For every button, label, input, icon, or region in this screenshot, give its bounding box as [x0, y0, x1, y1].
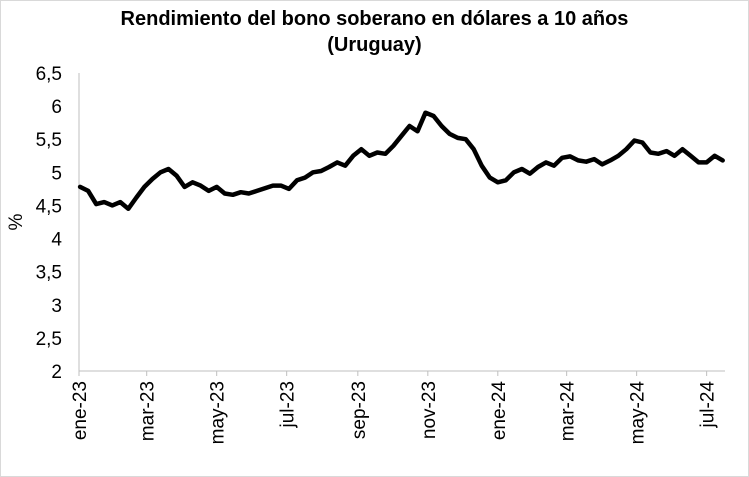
series-line	[77, 110, 725, 212]
y-tick-label: 6,5	[36, 64, 62, 85]
y-tick-label: 4	[51, 230, 62, 251]
x-tick-label: mar-23	[138, 381, 159, 441]
chart-title-line1: Rendimiento del bono soberano en dólares…	[120, 8, 629, 30]
x-tick-label: may-24	[628, 381, 649, 445]
y-tick-label: 2,5	[36, 329, 62, 350]
y-tick-label: 3	[51, 296, 62, 317]
x-tick-label: ene-24	[489, 381, 510, 441]
x-tick-label: jul-23	[278, 381, 299, 428]
x-axis: ene-23 mar-23 may-23 jul-23 sep-23 nov-23 ene-…	[70, 370, 725, 445]
x-tick-label: may-23	[208, 381, 229, 444]
chart-subtitle: (Uruguay)	[327, 34, 422, 56]
y-tick-label: 4,5	[36, 196, 62, 217]
y-tick-label: 3,5	[36, 263, 62, 284]
x-tick-label: mar-24	[558, 381, 579, 442]
series-group	[77, 110, 725, 212]
x-tick-label: jul-24	[698, 381, 719, 429]
x-tick-label: sep-23	[349, 381, 370, 439]
y-tick-label: 5,5	[36, 130, 62, 151]
y-tick-label: 5	[51, 163, 62, 184]
y-tick-label: 2	[51, 362, 62, 383]
x-tick-label: ene-23	[70, 381, 91, 440]
y-axis: 2 2,5 3 3,5 4 4,5 5 5,5 6 6,5	[36, 64, 80, 383]
x-tick-label: nov-23	[419, 381, 440, 439]
chart-title: Rendimiento del bono soberano en dólares…	[0, 6, 749, 58]
y-axis-label: %	[6, 213, 27, 230]
y-tick-label: 6	[51, 97, 62, 118]
